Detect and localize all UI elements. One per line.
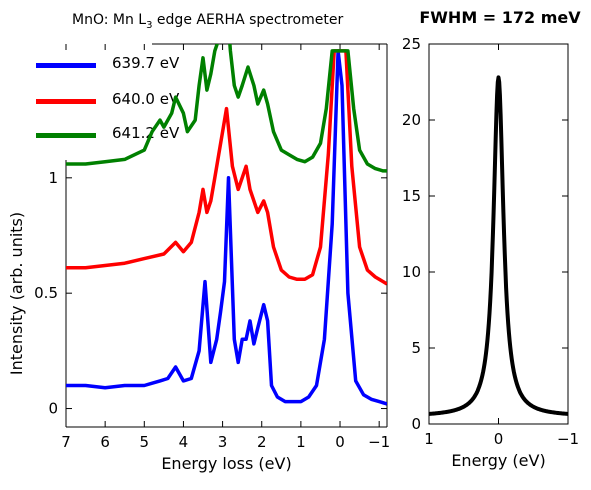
x-tick-label: 1	[296, 433, 306, 451]
x-tick-label: 5	[140, 433, 150, 451]
x-tick-label: 7	[61, 433, 71, 451]
x-tick-label: 6	[100, 433, 110, 451]
y-tick-label: 0	[48, 400, 58, 418]
series-line-2	[66, 44, 387, 173]
x-tick-label: 2	[257, 433, 267, 451]
series-line-0	[66, 49, 387, 406]
x-tick-label: 0	[335, 433, 345, 451]
y-tick-label: 0.5	[34, 284, 58, 302]
x-tick-label: 1	[424, 430, 434, 448]
legend-swatch-640-0	[36, 99, 96, 104]
y-tick-label: 25	[402, 35, 421, 53]
y-tick-label: 0	[411, 415, 421, 433]
legend-label-639-7: 639.7 eV	[112, 54, 180, 72]
legend-label-641-2: 641.2 eV	[112, 124, 180, 142]
x-tick-label: 4	[179, 433, 189, 451]
x-tick-label: 3	[218, 433, 228, 451]
y-tick-label: 10	[402, 263, 421, 281]
y-tick-label: 15	[402, 187, 421, 205]
y-tick-label: 1	[48, 169, 58, 187]
x-tick-label: −1	[557, 430, 579, 448]
legend-label-640-0: 640.0 eV	[112, 90, 180, 108]
x-axis-label: Energy loss (eV)	[161, 454, 291, 473]
y-tick-label: 5	[411, 339, 421, 357]
rixs-spectra-panel: 7 6 5 4 3 2 1 0 −1 0 0.5 1 Energy loss (eV) Intensity…	[7, 43, 390, 473]
resolution-peak-line	[427, 75, 570, 416]
chart-title-left: MnO: Mn L3 edge AERHA spectrometer	[72, 12, 344, 31]
x-tick-label: −1	[368, 433, 390, 451]
legend-swatch-639-7	[36, 63, 96, 68]
y-tick-label: 20	[402, 111, 421, 129]
legend-swatch-641-2	[36, 133, 96, 138]
y-axis-label: Intensity (arb. units)	[7, 212, 26, 375]
x-axis-label: Energy (eV)	[451, 451, 545, 470]
x-tick-label: 0	[494, 430, 504, 448]
chart-title-right: FWHM = 172 meV	[419, 8, 581, 27]
